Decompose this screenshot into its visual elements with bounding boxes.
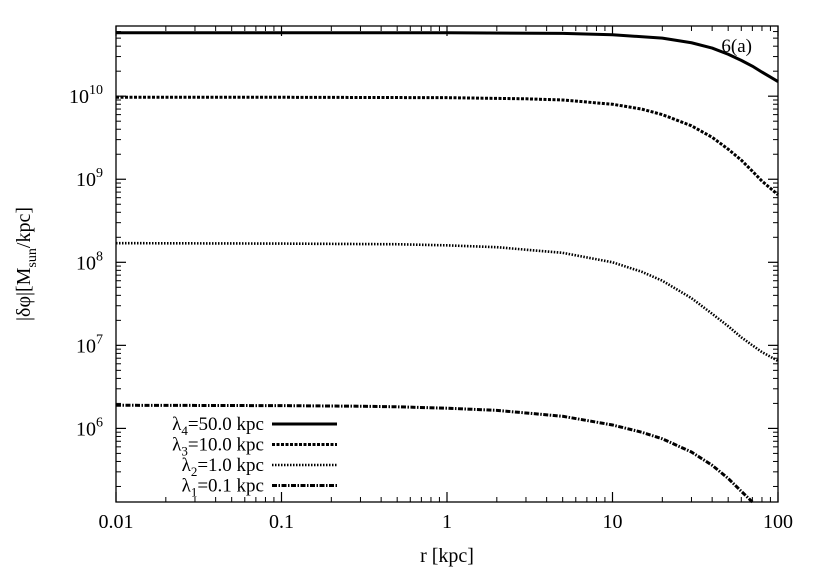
y-tick-label: 106 bbox=[76, 415, 103, 440]
y-tick-label: 107 bbox=[76, 332, 103, 357]
series-line-lambda2 bbox=[115, 241, 779, 363]
y-tick-label: 109 bbox=[76, 166, 103, 191]
y-axis-label-sub: sun bbox=[25, 248, 40, 267]
x-tick-label: 0.1 bbox=[269, 511, 294, 533]
legend-label: λ4=50.0 kpc bbox=[172, 414, 264, 438]
x-ticks: 0.01 0.1 1 10 100 bbox=[99, 26, 793, 533]
legend-label: λ3=10.0 kpc bbox=[172, 435, 264, 459]
panel-label: 6(a) bbox=[721, 36, 752, 57]
x-axis-label: r [kpc] bbox=[420, 545, 474, 567]
series-layer bbox=[115, 31, 779, 504]
y-tick-label: 108 bbox=[76, 249, 103, 274]
x-tick-label: 100 bbox=[763, 511, 793, 533]
y-axis-label-tail: /kpc] bbox=[13, 207, 35, 248]
x-tick-label: 0.01 bbox=[99, 511, 134, 533]
legend-label: λ2=1.0 kpc bbox=[182, 455, 264, 479]
legend-label: λ1=0.1 kpc bbox=[182, 476, 264, 500]
x-tick-label: 10 bbox=[603, 511, 623, 533]
y-axis-label-main: |δφ|[M bbox=[13, 267, 35, 321]
y-ticks: 106 107 108 109 1010 bbox=[69, 25, 778, 487]
y-tick-label: 1010 bbox=[69, 83, 103, 108]
y-axis-label: |δφ|[Msun/kpc] bbox=[13, 207, 40, 321]
series-line-lambda4 bbox=[116, 31, 779, 83]
series-line-lambda3 bbox=[116, 95, 779, 196]
x-tick-label: 1 bbox=[442, 511, 452, 533]
